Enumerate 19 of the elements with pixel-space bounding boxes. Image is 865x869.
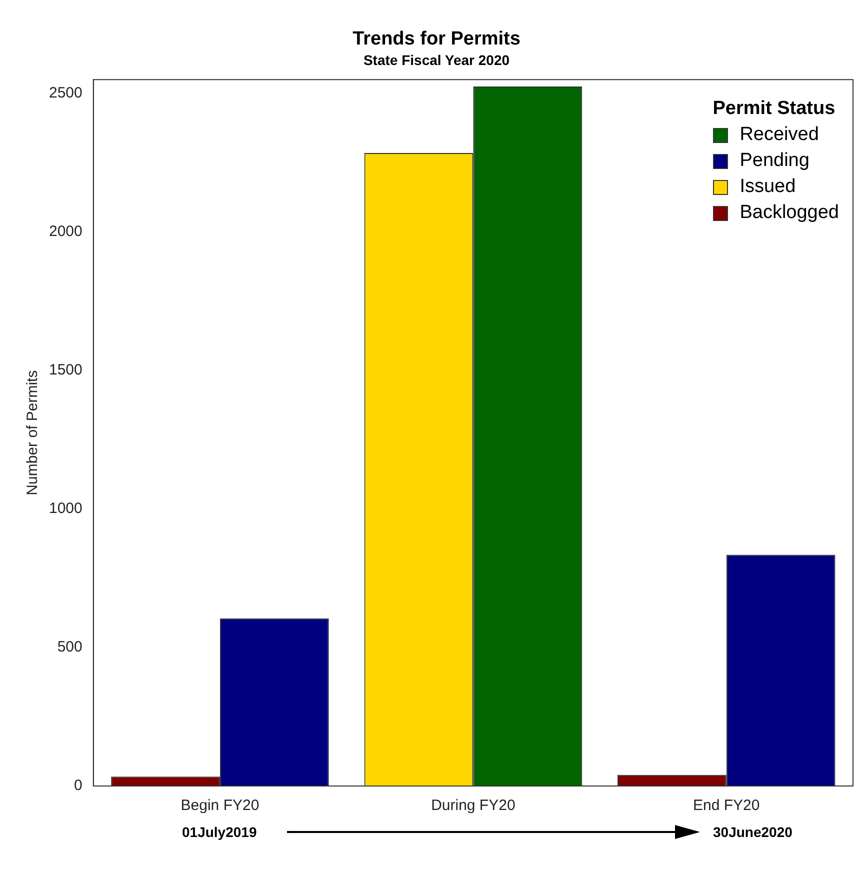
legend-label: Issued — [740, 176, 796, 198]
y-tick-label: 2500 — [48, 84, 82, 102]
text: 01July2019 — [182, 824, 257, 840]
x-tick-label: Begin FY20 — [180, 797, 260, 814]
legend-label: Received — [740, 124, 819, 146]
y-axis-title: Number of Permits — [24, 370, 42, 496]
y-tick-label: 1500 — [48, 362, 82, 379]
legend-label: Backlogged — [740, 202, 839, 224]
legend-title: Permit Status — [712, 98, 836, 120]
y-tick-label: 0 — [74, 777, 82, 794]
text: 30June2020 — [713, 824, 792, 840]
x-tick-label: During FY20 — [431, 797, 516, 814]
x-tick-label: End FY20 — [693, 797, 760, 814]
legend-label: Pending — [740, 150, 810, 172]
y-tick-label: 500 — [57, 638, 82, 656]
chart-subtitle: State Fiscal Year 2020 — [363, 52, 510, 68]
y-tick-label: 1000 — [48, 500, 82, 518]
y-tick-label: 2000 — [48, 223, 82, 240]
chart-title: Trends for Permits — [352, 28, 520, 50]
